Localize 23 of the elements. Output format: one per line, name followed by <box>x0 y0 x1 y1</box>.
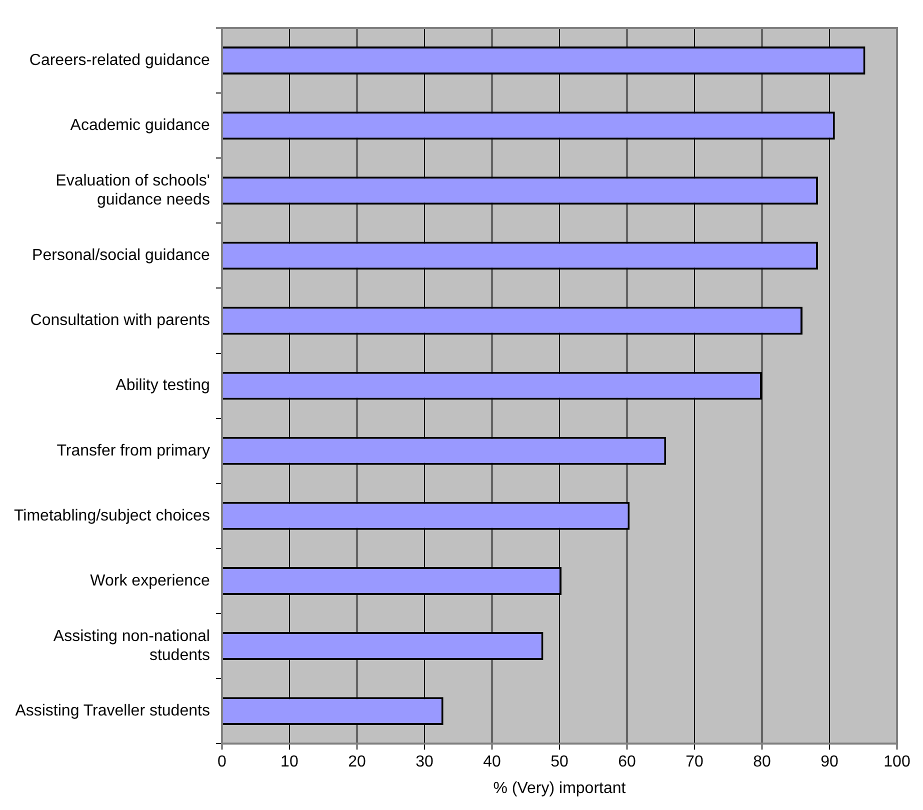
y-tick-label: Assisting Traveller students <box>15 702 210 720</box>
y-tick-label: Consultation with parents <box>30 312 210 330</box>
y-tick-label: Evaluation of schools' guidance needs <box>56 172 210 209</box>
x-tick-label: 80 <box>753 754 771 771</box>
x-tick-label: 90 <box>820 754 838 771</box>
x-tick-label: 100 <box>884 754 910 771</box>
x-axis-title: % (Very) important <box>493 780 626 797</box>
y-tick-label: Personal/social guidance <box>32 247 210 264</box>
y-tick-label: Timetabling/subject choices <box>14 507 210 524</box>
y-tick-label: Work experience <box>90 572 210 590</box>
x-tick-label: 40 <box>483 754 501 771</box>
y-tick-label: Academic guidance <box>70 116 210 134</box>
y-tick-label: Careers-related guidance <box>29 52 210 69</box>
y-tick-label: Assisting non-national students <box>53 628 210 664</box>
x-tick-label: 60 <box>618 754 636 771</box>
x-tick-label: 50 <box>550 754 568 771</box>
y-tick-label: Ability testing <box>116 377 210 394</box>
y-tick-label: Transfer from primary <box>56 442 210 460</box>
x-tick-label: 30 <box>416 754 434 771</box>
x-tick-label: 0 <box>217 754 226 771</box>
x-tick-label: 70 <box>686 754 704 771</box>
x-tick-label: 10 <box>280 754 298 771</box>
x-tick-label: 20 <box>348 754 366 771</box>
